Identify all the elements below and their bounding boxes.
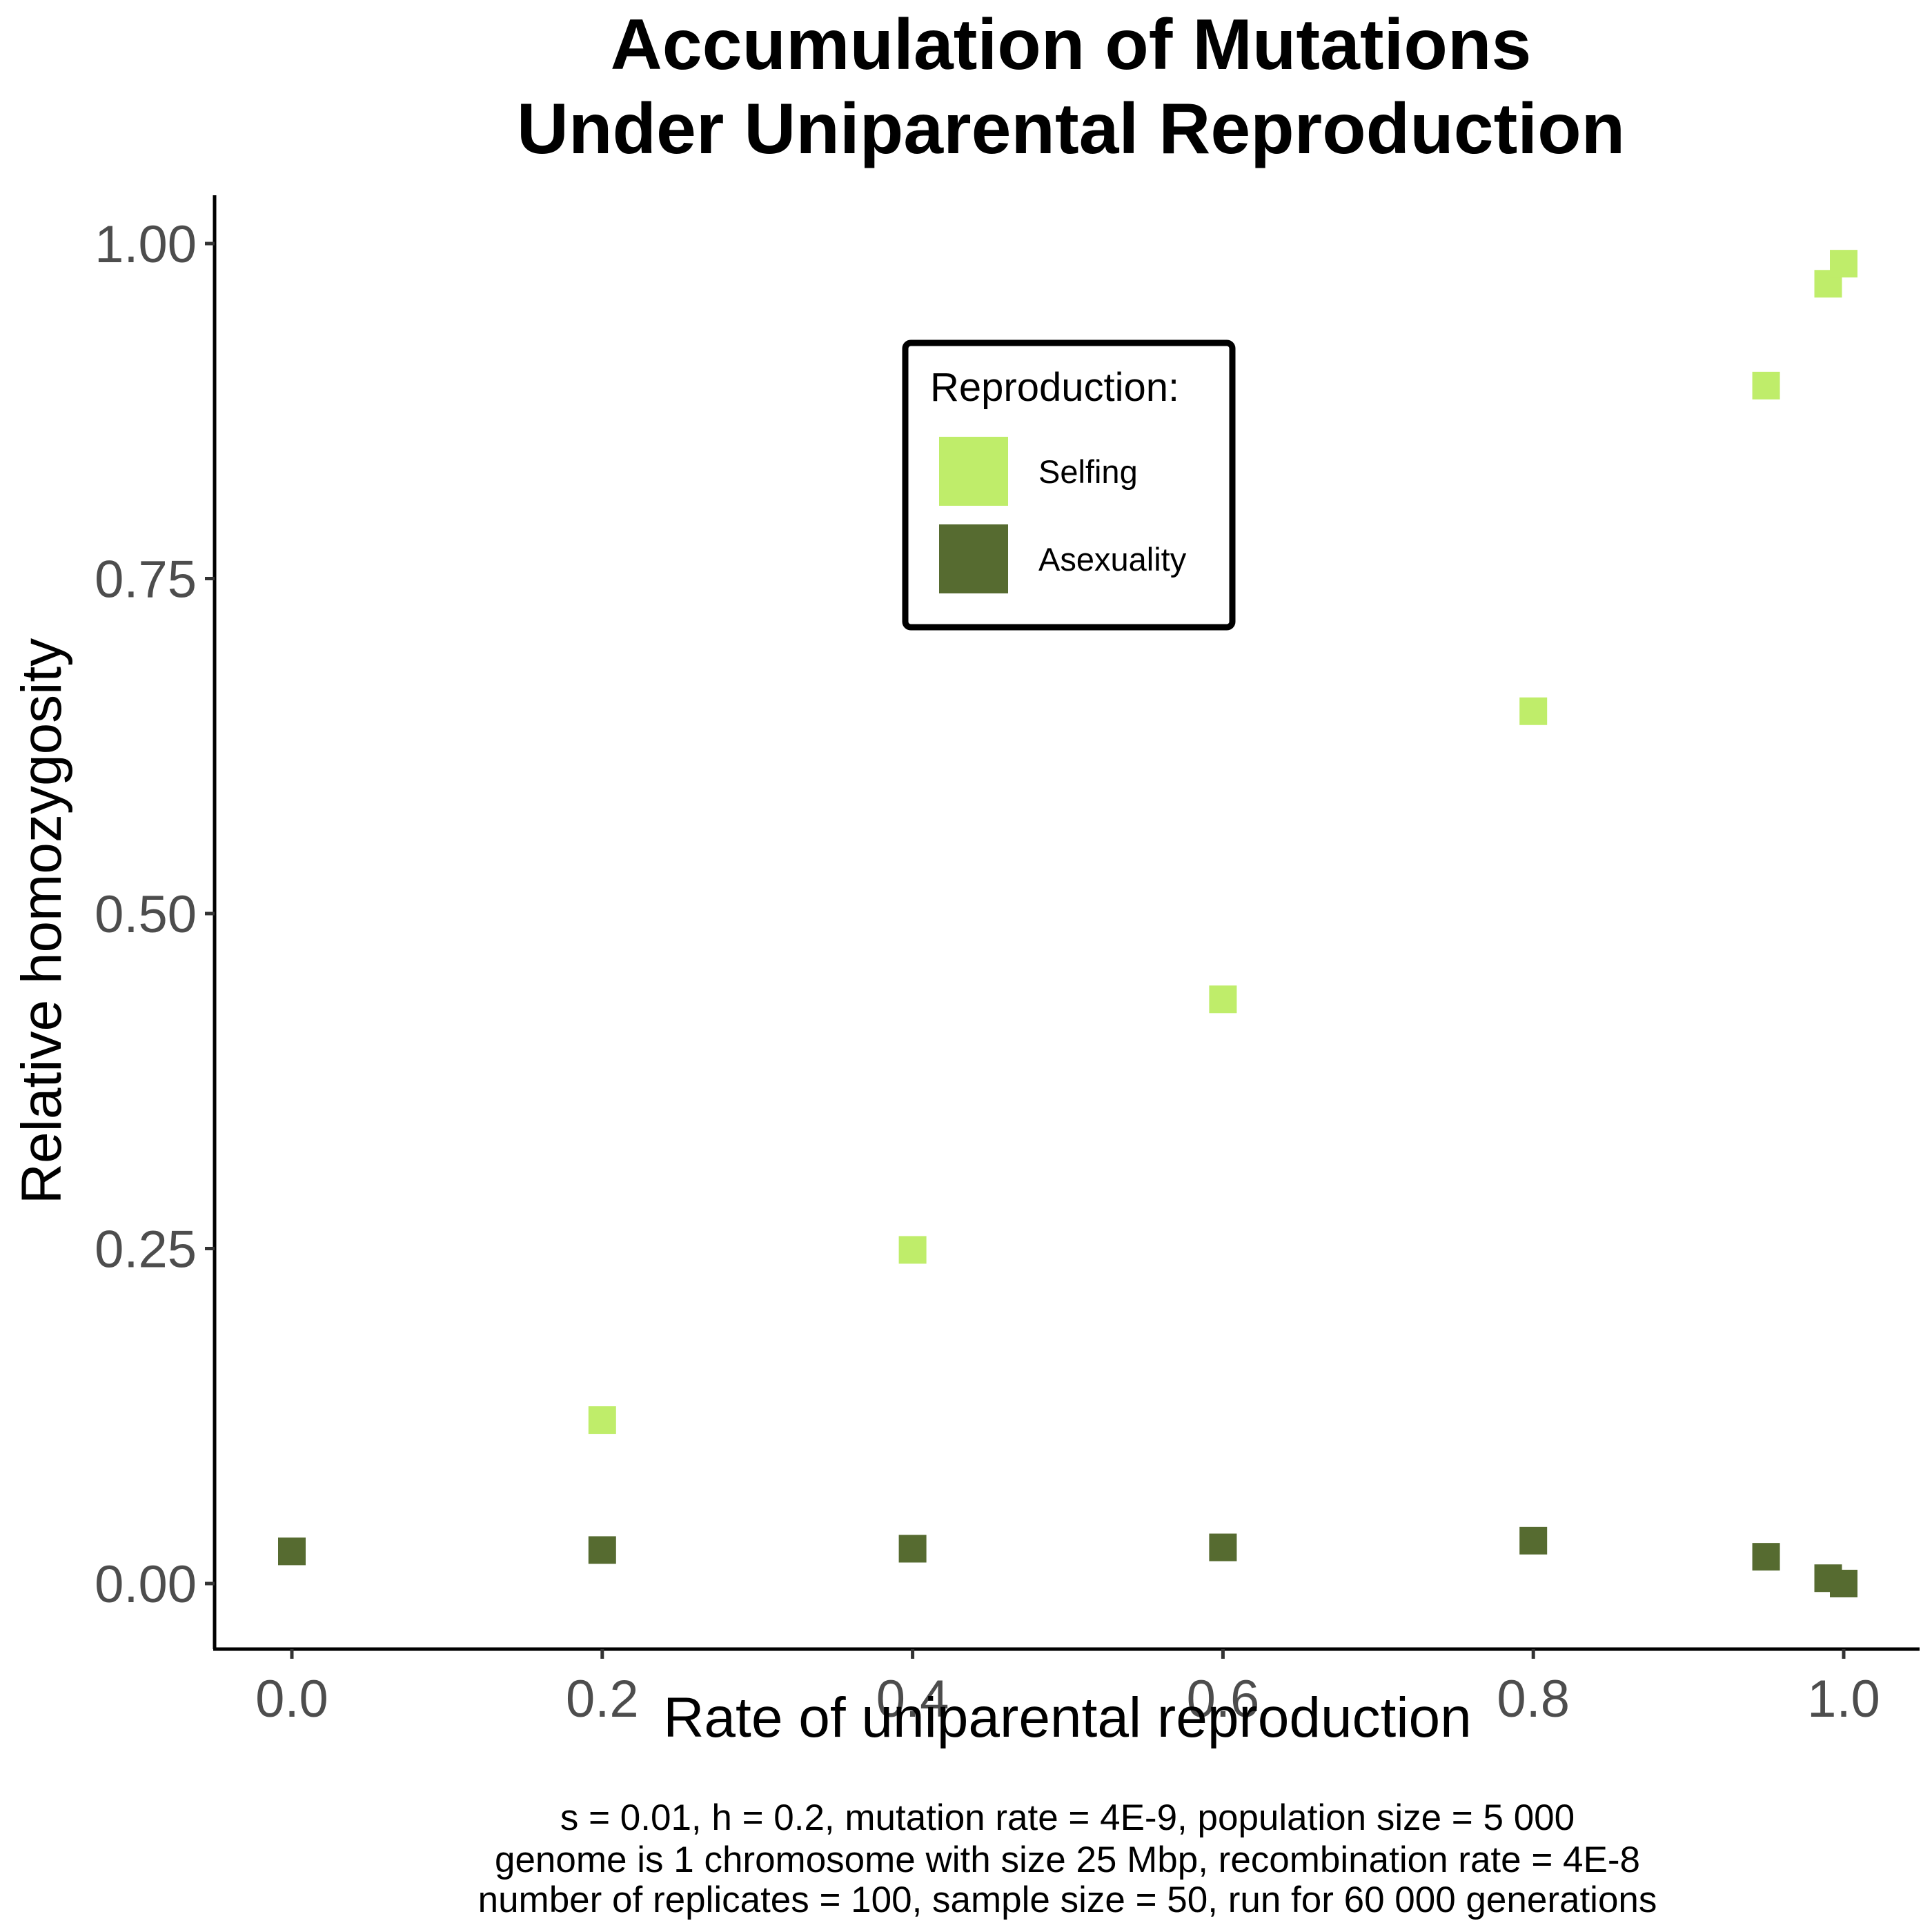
- y-axis-ticks: 0.00 0.25 0.50 0.75 1.00: [95, 215, 215, 1614]
- x-tick-label: 0.4: [876, 1670, 949, 1728]
- point-asexuality: [278, 1537, 306, 1566]
- y-tick-label: 0.75: [95, 551, 197, 609]
- point-selfing: [588, 1406, 616, 1435]
- legend-key-selfing: [939, 437, 1008, 506]
- point-asexuality: [898, 1535, 927, 1563]
- x-tick-label: 0.0: [255, 1670, 328, 1728]
- point-asexuality: [1830, 1570, 1857, 1597]
- x-tick-label: 0.2: [566, 1670, 639, 1728]
- point-selfing: [898, 1236, 927, 1264]
- chart-title-line-2: Under Uniparental Reproduction: [517, 89, 1625, 169]
- point-asexuality: [1519, 1526, 1548, 1555]
- point-selfing: [1752, 371, 1780, 400]
- point-asexuality: [1209, 1533, 1237, 1561]
- x-axis-ticks: 0.0 0.2 0.4 0.6 0.8 1.0: [255, 1649, 1880, 1728]
- legend-title: Reproduction:: [930, 365, 1179, 410]
- x-axis-title: Rate of uniparental reproduction: [663, 1686, 1472, 1749]
- point-selfing: [1519, 697, 1548, 725]
- x-tick-label: 0.8: [1497, 1670, 1570, 1728]
- caption-line-2: genome is 1 chromosome with size 25 Mbp,…: [495, 1840, 1640, 1880]
- legend: Reproduction: Selfing Asexuality: [902, 339, 1236, 631]
- legend-label-asexuality: Asexuality: [1038, 541, 1187, 578]
- x-tick-label: 1.0: [1807, 1670, 1880, 1728]
- chart-title: Accumulation of Mutations Under Uniparen…: [517, 5, 1625, 169]
- caption-line-1: s = 0.01, h = 0.2, mutation rate = 4E-9,…: [560, 1797, 1575, 1838]
- caption: s = 0.01, h = 0.2, mutation rate = 4E-9,…: [478, 1797, 1657, 1920]
- legend-key-asexuality: [939, 524, 1008, 593]
- y-axis-title: Relative homozygosity: [10, 638, 73, 1204]
- y-tick-label: 0.25: [95, 1221, 197, 1279]
- y-tick-label: 0.00: [95, 1555, 197, 1614]
- point-asexuality: [588, 1536, 616, 1564]
- chart-title-line-1: Accumulation of Mutations: [611, 5, 1532, 85]
- data-points: [278, 250, 1857, 1597]
- plot-area: 0.00 0.25 0.50 0.75 1.00 0.0 0.2 0.4 0.6 0.8 1.0: [95, 195, 1920, 1728]
- point-asexuality: [1752, 1543, 1780, 1571]
- point-selfing: [1209, 985, 1237, 1014]
- point-selfing: [1830, 250, 1857, 278]
- y-tick-label: 0.50: [95, 885, 197, 944]
- x-tick-label: 0.6: [1187, 1670, 1260, 1728]
- legend-label-selfing: Selfing: [1038, 453, 1138, 490]
- caption-line-3: number of replicates = 100, sample size …: [478, 1880, 1657, 1920]
- y-tick-label: 1.00: [95, 215, 197, 274]
